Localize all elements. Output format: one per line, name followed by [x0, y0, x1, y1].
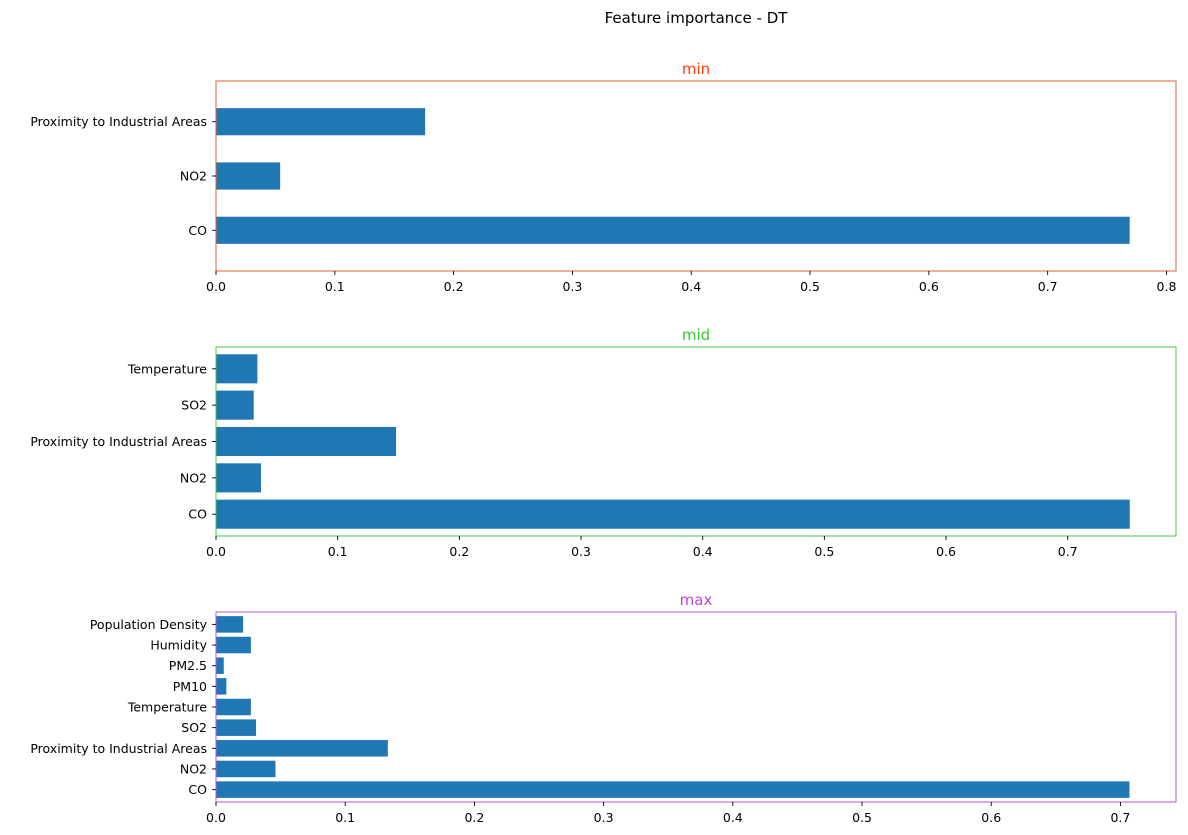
x-tick-label: 0.6 — [981, 810, 1001, 825]
bar-no2 — [216, 760, 276, 778]
y-tick-label: CO — [188, 782, 207, 797]
x-tick-label: 0.4 — [693, 544, 713, 559]
bar-population-density — [216, 616, 244, 633]
y-tick-label: Population Density — [90, 617, 208, 632]
y-tick-label: SO2 — [181, 720, 207, 735]
bar-proximity-to-industrial-areas — [216, 740, 388, 757]
x-tick-label: 0.7 — [1110, 810, 1130, 825]
subplot-title: max — [680, 591, 713, 609]
y-tick-label: Temperature — [127, 700, 207, 715]
subplot-max: max CO NO2 Proximity to Industrial Areas SO2… — [30, 591, 1177, 825]
x-tick-label: 0.4 — [681, 279, 701, 294]
x-tick-label: 0.3 — [594, 810, 614, 825]
bar-pm10 — [216, 678, 227, 695]
y-tick-label: CO — [188, 223, 207, 238]
x-tick-label: 0.8 — [1157, 279, 1177, 294]
y-tick-label: PM10 — [173, 679, 207, 694]
x-tick-label: 0.1 — [325, 279, 345, 294]
y-tick-label: NO2 — [180, 761, 207, 776]
bar-co — [216, 781, 1130, 798]
x-tick-label: 0.4 — [723, 810, 743, 825]
bar-temperature — [216, 354, 258, 384]
subplot-title: mid — [682, 326, 710, 344]
axes-frame — [215, 611, 1177, 803]
x-tick-label: 0.6 — [919, 279, 939, 294]
y-tick-label: Humidity — [150, 638, 207, 653]
subplot-min: min CO NO2 Proximity to Industrial Areas 0.0… — [30, 60, 1177, 294]
y-tick-label: NO2 — [180, 470, 207, 485]
bar-no2 — [216, 162, 281, 190]
y-tick-label: NO2 — [180, 169, 207, 184]
bar-so2 — [216, 719, 257, 736]
x-tick-label: 0.2 — [444, 279, 464, 294]
x-tick-label: 0.1 — [328, 544, 348, 559]
y-tick-label: Proximity to Industrial Areas — [30, 114, 207, 129]
subplot-mid: mid CO NO2 Proximity to Industrial Areas SO2… — [30, 326, 1177, 559]
x-tick-label: 0.5 — [814, 544, 834, 559]
bar-proximity-to-industrial-areas — [216, 426, 397, 457]
y-tick-label: PM2.5 — [169, 658, 207, 673]
bar-so2 — [216, 390, 254, 420]
x-tick-label: 0.3 — [562, 279, 582, 294]
bar-pm2-5 — [216, 657, 224, 674]
y-tick-label: Temperature — [127, 361, 207, 376]
y-tick-label: SO2 — [181, 398, 207, 413]
x-tick-label: 0.0 — [206, 279, 226, 294]
subplot-title: min — [682, 60, 710, 78]
bar-temperature — [216, 698, 251, 716]
x-tick-label: 0.7 — [1038, 279, 1058, 294]
subplots: min CO NO2 Proximity to Industrial Areas 0.0… — [30, 60, 1177, 825]
x-tick-label: 0.0 — [206, 544, 226, 559]
bar-proximity-to-industrial-areas — [216, 108, 426, 136]
figure-title: Feature importance - DT — [605, 9, 789, 27]
x-tick-label: 0.0 — [206, 810, 226, 825]
x-tick-label: 0.2 — [449, 544, 469, 559]
x-tick-label: 0.2 — [464, 810, 484, 825]
x-tick-label: 0.6 — [936, 544, 956, 559]
x-tick-label: 0.1 — [335, 810, 355, 825]
x-tick-label: 0.5 — [852, 810, 872, 825]
bar-co — [216, 216, 1130, 244]
x-tick-label: 0.5 — [800, 279, 820, 294]
bar-no2 — [216, 463, 262, 493]
y-tick-label: CO — [188, 507, 207, 522]
y-tick-label: Proximity to Industrial Areas — [30, 741, 207, 756]
bar-co — [216, 499, 1130, 529]
x-tick-label: 0.3 — [571, 544, 591, 559]
x-tick-label: 0.7 — [1058, 544, 1078, 559]
y-tick-label: Proximity to Industrial Areas — [30, 434, 207, 449]
bar-humidity — [216, 636, 251, 654]
